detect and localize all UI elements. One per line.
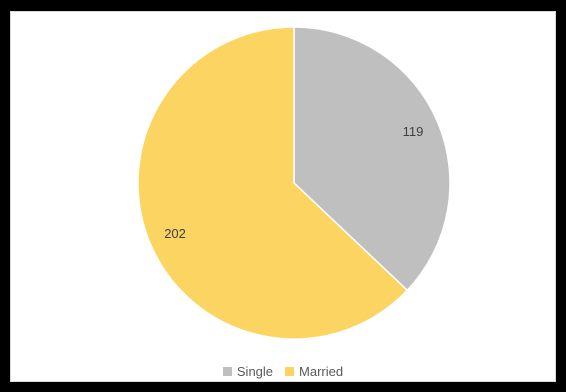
legend-label-single: Single [236, 364, 274, 379]
legend: Single Married [11, 364, 555, 379]
pie-slice-single [293, 26, 451, 292]
legend-swatch-single [222, 367, 232, 376]
legend-label-married: Married [299, 364, 344, 379]
legend-swatch-married [285, 367, 295, 376]
chart-area: 119 202 Single Married [10, 11, 556, 382]
pie-slice-married [137, 26, 409, 340]
data-label-married: 202 [164, 226, 186, 241]
legend-item-single: Single [222, 364, 274, 379]
pie-chart: 119 202 [137, 26, 451, 340]
data-label-single: 119 [403, 124, 424, 139]
legend-item-married: Married [285, 364, 343, 379]
